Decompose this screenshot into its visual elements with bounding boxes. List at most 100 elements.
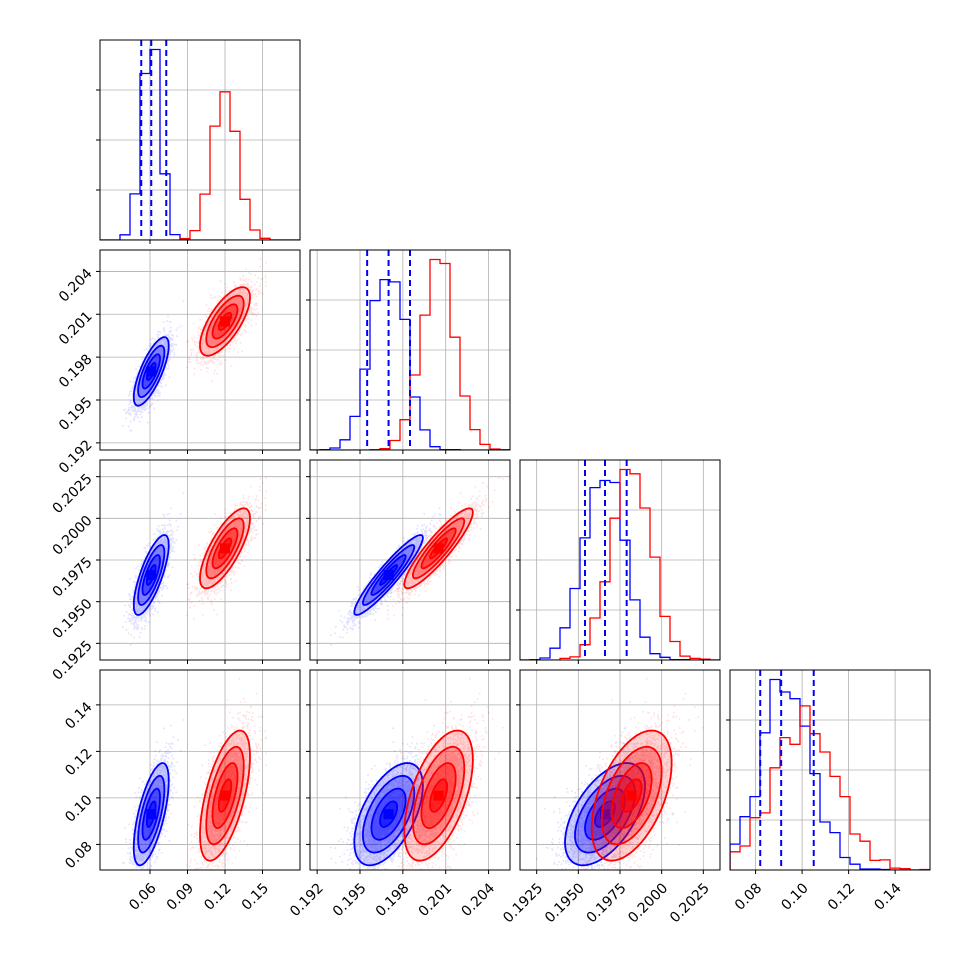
panel-content <box>520 670 720 870</box>
contour-line <box>610 762 653 830</box>
y-tick-label: 0.08 <box>62 839 95 872</box>
y-tick-label: 0.192 <box>56 437 96 477</box>
peak-marker <box>220 316 230 327</box>
contour-line <box>620 778 643 813</box>
contour-line <box>132 534 170 616</box>
contour-line <box>205 294 245 349</box>
y-tick-label: 0.198 <box>56 351 96 391</box>
contour-line <box>141 787 161 841</box>
contour-line <box>217 778 233 813</box>
panel-content <box>100 670 300 870</box>
panel-3-0: 0.06 0.09 0.12 0.150.080.100.120.14 <box>62 669 301 914</box>
contour-line <box>594 800 616 828</box>
contour-line <box>137 544 166 606</box>
contour-line <box>361 774 416 854</box>
contour-line <box>379 564 398 586</box>
y-tick-label: 0.195 <box>56 394 96 434</box>
y-tick-label: 0.10 <box>62 792 95 825</box>
peak-marker <box>626 790 637 801</box>
y-tick-label: 0.1925 <box>50 638 96 684</box>
x-tick-label: 0.12 <box>825 880 858 913</box>
y-tick-label: 0.12 <box>62 746 95 779</box>
histogram-1 <box>310 258 510 450</box>
x-tick-label: 0.2025 <box>667 880 713 926</box>
panel-content <box>100 250 300 450</box>
peak-marker <box>433 543 444 554</box>
scatter-points-1 <box>561 678 705 870</box>
y-tick-label: 0.1950 <box>50 596 96 642</box>
panel-3-3: 0.08 0.10 0.12 0.14 <box>726 669 931 914</box>
contour-line <box>412 517 466 580</box>
contour-line <box>137 774 166 854</box>
panel-0-0 <box>96 39 301 244</box>
contour-line <box>199 286 251 357</box>
contour-line <box>403 507 474 590</box>
x-tick-label: 0.08 <box>732 880 765 913</box>
contour-line <box>211 762 239 829</box>
contour-line <box>379 800 398 828</box>
panel-content <box>310 670 510 870</box>
peak-marker <box>146 366 157 377</box>
contour-line <box>429 778 448 813</box>
y-tick-label: 0.1975 <box>50 554 96 600</box>
panel-content <box>520 460 720 660</box>
contour-line <box>211 527 239 570</box>
contour-line <box>429 537 448 560</box>
x-tick-label: 0.15 <box>239 880 272 913</box>
x-tick-label: 0.12 <box>201 880 234 913</box>
panel-background <box>310 670 510 870</box>
contour-line <box>600 745 663 846</box>
contour-line <box>199 729 251 862</box>
histogram-1 <box>100 91 300 240</box>
contour-line <box>353 762 424 867</box>
contour-line <box>420 762 457 830</box>
x-tick-label: 0.06 <box>126 880 159 913</box>
contour-line <box>590 729 673 862</box>
x-tick-label: 0.201 <box>416 880 456 920</box>
x-tick-label: 0.14 <box>871 880 904 913</box>
y-tick-label: 0.2000 <box>50 513 96 559</box>
panel-2-2 <box>516 459 721 664</box>
x-tick-label: 0.1925 <box>500 880 546 926</box>
y-tick-label: 0.14 <box>62 699 95 732</box>
histogram-0 <box>100 48 300 240</box>
x-tick-label: 0.2000 <box>625 880 671 926</box>
y-tick-label: 0.204 <box>56 266 96 306</box>
x-tick-label: 0.09 <box>164 880 197 913</box>
peak-marker <box>383 809 394 820</box>
x-tick-label: 0.1975 <box>584 880 630 926</box>
contour-line <box>205 517 245 580</box>
contour-line <box>564 762 646 867</box>
histogram-1 <box>520 468 720 660</box>
panel-content <box>310 460 510 660</box>
contour-line <box>370 554 407 596</box>
panel-2-1 <box>306 459 511 664</box>
x-tick-label: 0.204 <box>459 880 499 920</box>
panel-content <box>100 460 300 660</box>
peak-marker <box>220 790 230 801</box>
panel-frame <box>309 669 511 871</box>
peak-marker <box>220 543 230 554</box>
panel-1-1 <box>306 249 511 454</box>
y-tick-label: 0.201 <box>56 309 96 349</box>
contour-line <box>403 729 474 862</box>
contour-line <box>205 745 245 846</box>
peak-marker <box>383 570 394 580</box>
contour-line <box>137 344 166 398</box>
contour-line <box>199 507 251 590</box>
y-tick-label: 0.2025 <box>50 471 96 517</box>
peak-marker <box>146 570 157 580</box>
contour-line <box>132 336 170 407</box>
peak-marker <box>600 809 610 820</box>
contour-line <box>420 527 457 570</box>
contour-line <box>411 745 466 846</box>
x-tick-label: 0.192 <box>287 880 327 920</box>
contour-line <box>361 544 416 606</box>
contour-line <box>370 787 407 841</box>
contour-line <box>132 762 170 867</box>
panel-frame <box>99 669 301 871</box>
